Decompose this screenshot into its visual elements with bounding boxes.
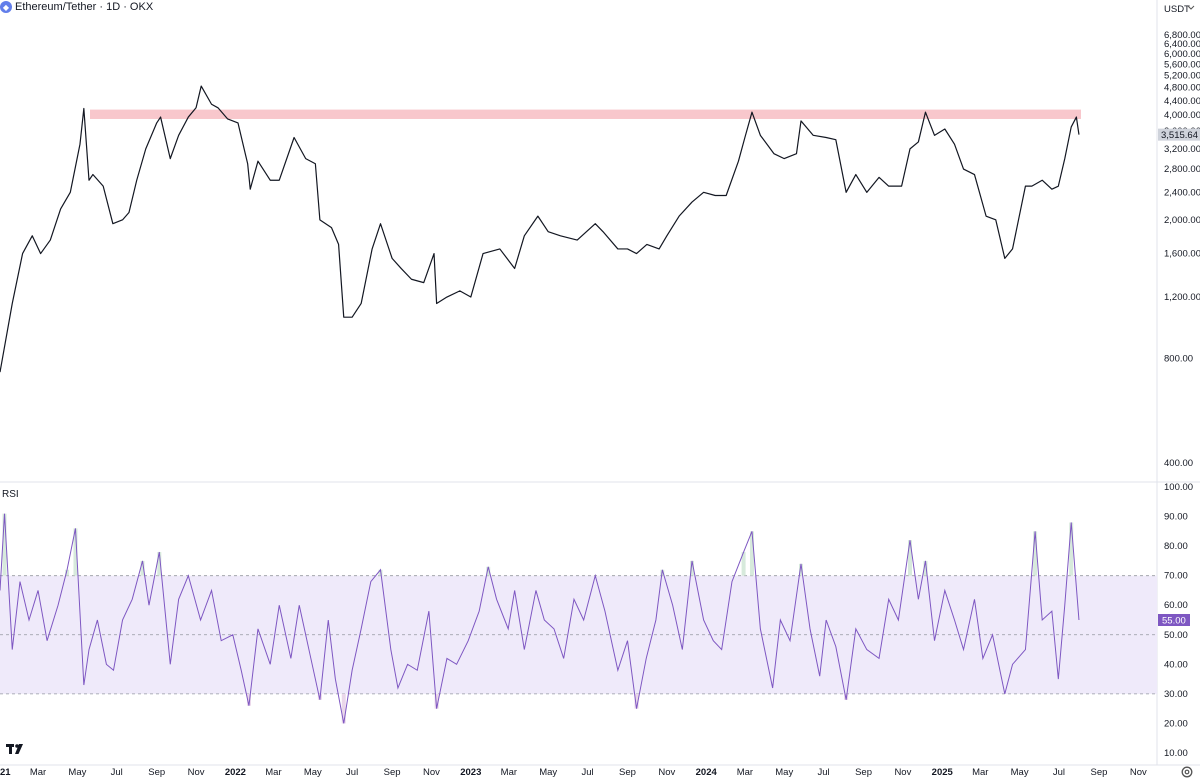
settings-gear-icon[interactable] [1180,765,1194,779]
price-tick-label: 6,000.00 [1164,49,1200,60]
time-axis-label: Mar [501,767,517,778]
ethereum-logo-icon: ◆ [0,1,12,13]
rsi-tick-label: 60.00 [1164,600,1188,611]
chart-header: ◆ Ethereum/Tether · 1D · OKX [0,0,153,14]
time-axis-label: May [775,767,793,778]
time-axis-label: Mar [737,767,753,778]
rsi-tick-label: 30.00 [1164,689,1188,700]
price-tick-label: 1,600.00 [1164,249,1200,260]
rsi-pane-label: RSI [2,489,19,500]
time-axis-label: Jul [346,767,358,778]
time-axis-label: Jul [1053,767,1065,778]
rsi-tick-label: 50.00 [1164,630,1188,641]
currency-label: USDT [1164,4,1190,15]
price-tick-label: 400.00 [1164,458,1193,469]
rsi-value-label: 55.00 [1162,616,1186,627]
resistance-zone [90,109,1081,119]
price-tick-label: 800.00 [1164,353,1193,364]
time-axis-label: Nov [894,767,911,778]
time-axis-label: 2023 [460,767,481,778]
tradingview-logo-icon[interactable] [6,742,26,756]
rsi-tick-label: 20.00 [1164,718,1188,729]
time-axis-label: May [1011,767,1029,778]
price-tick-label: 4,400.00 [1164,96,1200,107]
time-axis-label: 2024 [696,767,718,778]
price-tick-label: 6,400.00 [1164,39,1200,50]
rsi-tick-label: 10.00 [1164,748,1188,759]
rsi-series-line [0,513,1080,724]
price-tick-label: 5,600.00 [1164,59,1200,70]
time-axis-label: Sep [148,767,165,778]
time-axis-label: Nov [188,767,205,778]
price-tick-label: 6,800.00 [1164,30,1200,41]
rsi-tick-label: 70.00 [1164,571,1188,582]
rsi-tick-label: 90.00 [1164,512,1188,523]
time-axis-label: 2021 [0,767,11,778]
time-axis-label: Mar [30,767,46,778]
time-axis-label: May [304,767,322,778]
rsi-tick-label: 100.00 [1164,482,1193,493]
time-axis-label: May [539,767,557,778]
price-series-line [0,85,1080,373]
price-tick-label: 4,800.00 [1164,83,1200,94]
time-axis-label: Sep [384,767,401,778]
time-axis-label: Sep [1091,767,1108,778]
time-axis-label: Mar [972,767,988,778]
time-axis-label: Mar [265,767,281,778]
time-axis-label: Nov [1130,767,1147,778]
time-axis-label: Nov [423,767,440,778]
time-axis-label: Sep [855,767,872,778]
last-price-badge [1158,128,1200,141]
time-axis-label: Jul [581,767,593,778]
rsi-tick-label: 40.00 [1164,659,1188,670]
price-tick-label: 3,200.00 [1164,144,1200,155]
price-tick-label: 4,000.00 [1164,110,1200,121]
price-tick-label: 2,400.00 [1164,187,1200,198]
price-tick-label: 1,200.00 [1164,292,1200,303]
time-axis-label: 2022 [225,767,246,778]
price-tick-label: 2,800.00 [1164,164,1200,175]
time-axis-label: Jul [111,767,123,778]
time-axis-label: May [68,767,86,778]
price-tick-label: 2,000.00 [1164,215,1200,226]
rsi-value-badge [1158,614,1190,626]
time-axis-label: Jul [817,767,829,778]
rsi-tick-label: 80.00 [1164,541,1188,552]
time-axis-label: 2025 [932,767,954,778]
chevron-down-icon [1187,5,1195,10]
price-tick-label: 5,200.00 [1164,71,1200,82]
symbol-title: Ethereum/Tether · 1D · OKX [15,1,154,13]
time-axis-label: Sep [619,767,636,778]
last-price-label: 3,515.64 [1161,130,1198,141]
time-axis-label: Nov [658,767,675,778]
